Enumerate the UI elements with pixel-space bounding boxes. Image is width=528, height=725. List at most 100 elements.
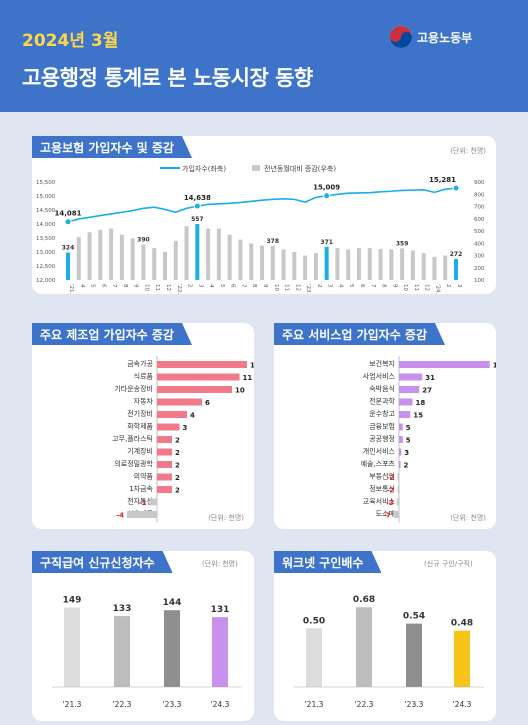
card-title: 주요 제조업 가입자수 증감 [32,323,192,345]
x-tick-label: 8 [251,284,257,288]
bar [399,398,413,406]
bar [389,249,394,280]
bar [306,628,322,687]
x-tick-label: '23.3 [405,700,424,709]
bar-data-label: 131 [211,605,230,615]
bar [157,361,247,368]
y-left-tick: 14,000 [36,222,56,228]
bar-data-label: 2 [175,437,180,445]
bar [157,423,180,431]
x-tick-label: 12 [294,284,300,291]
unit-label: (단위: 천명) [208,514,244,522]
x-tick-label: 5 [219,284,225,288]
x-tick-label: 12 [424,284,430,291]
category-label: 기타운송장비 [114,384,153,393]
bar-data-label: -3 [386,499,394,507]
bar [313,253,318,280]
x-tick-label: 8 [381,284,387,288]
insured-combo-chart: 가입자수(좌축) 전년동월대비 증감(우축)15,50015,00014,5001… [36,164,485,294]
x-tick-label: 7 [111,284,117,288]
bar [399,461,401,468]
category-label: 자동차 [134,397,154,406]
x-tick-label: '21.3 [63,700,82,709]
category-label: 금융보험 [369,423,395,431]
bar-data-label: 18 [416,399,426,407]
card-services: 주요 서비스업 가입자수 증감 보건복지 121 사업서비스 31 숙박음식 27 전문과학… [274,323,496,529]
bar [64,607,80,687]
bar-data-label: 11 [243,374,253,382]
category-label: 숙박음식 [369,384,395,393]
bar [157,436,172,443]
ministry-logo: 고용노동부 [390,26,472,48]
card-title: 고용보험 가입자수 및 증감 [32,136,192,158]
bar [149,498,157,506]
x-tick-label: '23.1 [305,284,311,294]
bar-data-label: 12 [250,362,254,370]
bar [227,234,232,280]
bar [157,411,187,418]
card-job-seekers: 구직급여 신규신청자수 (단위: 천명) 149 '21.3 133 '22.3 144… [32,551,254,721]
category-label: 부동산업 [369,472,395,481]
line-point [452,184,460,192]
bar [157,373,240,381]
category-label: 보건복지 [369,359,395,368]
category-label: 의료정밀광학 [114,459,153,468]
bar-data-label: 144 [163,598,182,608]
bar [141,244,146,280]
x-tick-label: '23.3 [163,700,182,709]
bar [164,610,180,687]
bar-data-label: 121 [493,362,496,370]
bar [157,448,172,456]
bar-data-label: 0.54 [403,612,425,622]
page-title: 고용행정 통계로 본 노동시장 동향 [22,66,313,90]
x-tick-label: 3 [456,284,462,288]
x-tick-label: 10 [402,284,408,291]
y-right-tick: 400 [474,241,485,247]
x-tick-label: '22.1 [176,284,182,294]
bar [157,386,232,393]
y-left-tick: 15,500 [36,180,56,186]
header: 2024년 3월 고용행정 통계로 본 노동시장 동향 고용노동부 [0,0,528,112]
legend-label: 전년동월대비 증감(우축) [264,164,336,173]
unit-label: (단위: 천명) [450,147,486,155]
bar-data-label: 2 [175,462,180,470]
bar-data-label: 0.48 [451,619,473,629]
y-left-tick: 13,000 [36,250,56,256]
x-tick-label: '22.3 [355,700,374,709]
bar [152,248,157,280]
bar [76,237,81,280]
card-title: 워크넷 구인배수 [274,551,381,573]
bar-data-label: 6 [205,399,210,407]
bar [454,258,458,280]
bar-data-label: 390 [137,236,150,243]
bar [87,232,92,280]
bar [238,239,243,280]
bar [357,248,361,280]
bar [324,246,329,280]
category-label: 전문과학 [369,397,395,406]
bar-data-label: -4 [116,512,124,520]
bar [270,245,275,280]
bar [397,473,399,481]
unit-label: (단위: 천명) [202,560,238,568]
manufacturing-bar-chart: 금속가공 12 식료품 11 기타운송장비 10 자동차 6 전기장비 4 화학제품 3 고무,플라스틱… [112,356,254,523]
card-title: 구직급여 신규신청자수 [32,551,173,573]
report-date: 2024년 3월 [22,31,119,51]
worknet-bar-chart: 0.50 '21.3 0.68 '22.3 0.54 '23.3 0.48 '24.3 [294,595,484,709]
category-label: 교육서비스 [363,497,396,506]
y-right-tick: 100 [474,278,485,284]
job-seekers-bar-chart: 149 '21.3 133 '22.3 144 '23.3 131 '24.3 [52,596,242,709]
bar [432,256,437,280]
bar [399,436,403,443]
bar-data-label: -2 [387,487,395,495]
bar [406,623,422,687]
line-data-label: 14,638 [184,194,211,202]
x-tick-label: 4 [208,284,214,288]
x-tick-label: 10 [143,284,149,291]
bar-data-label: -2 [387,474,395,482]
bar [195,224,200,280]
y-left-tick: 12,500 [36,264,56,270]
category-label: 도소매 [376,510,395,518]
bar-data-label: 27 [422,387,432,395]
bar [400,248,405,280]
